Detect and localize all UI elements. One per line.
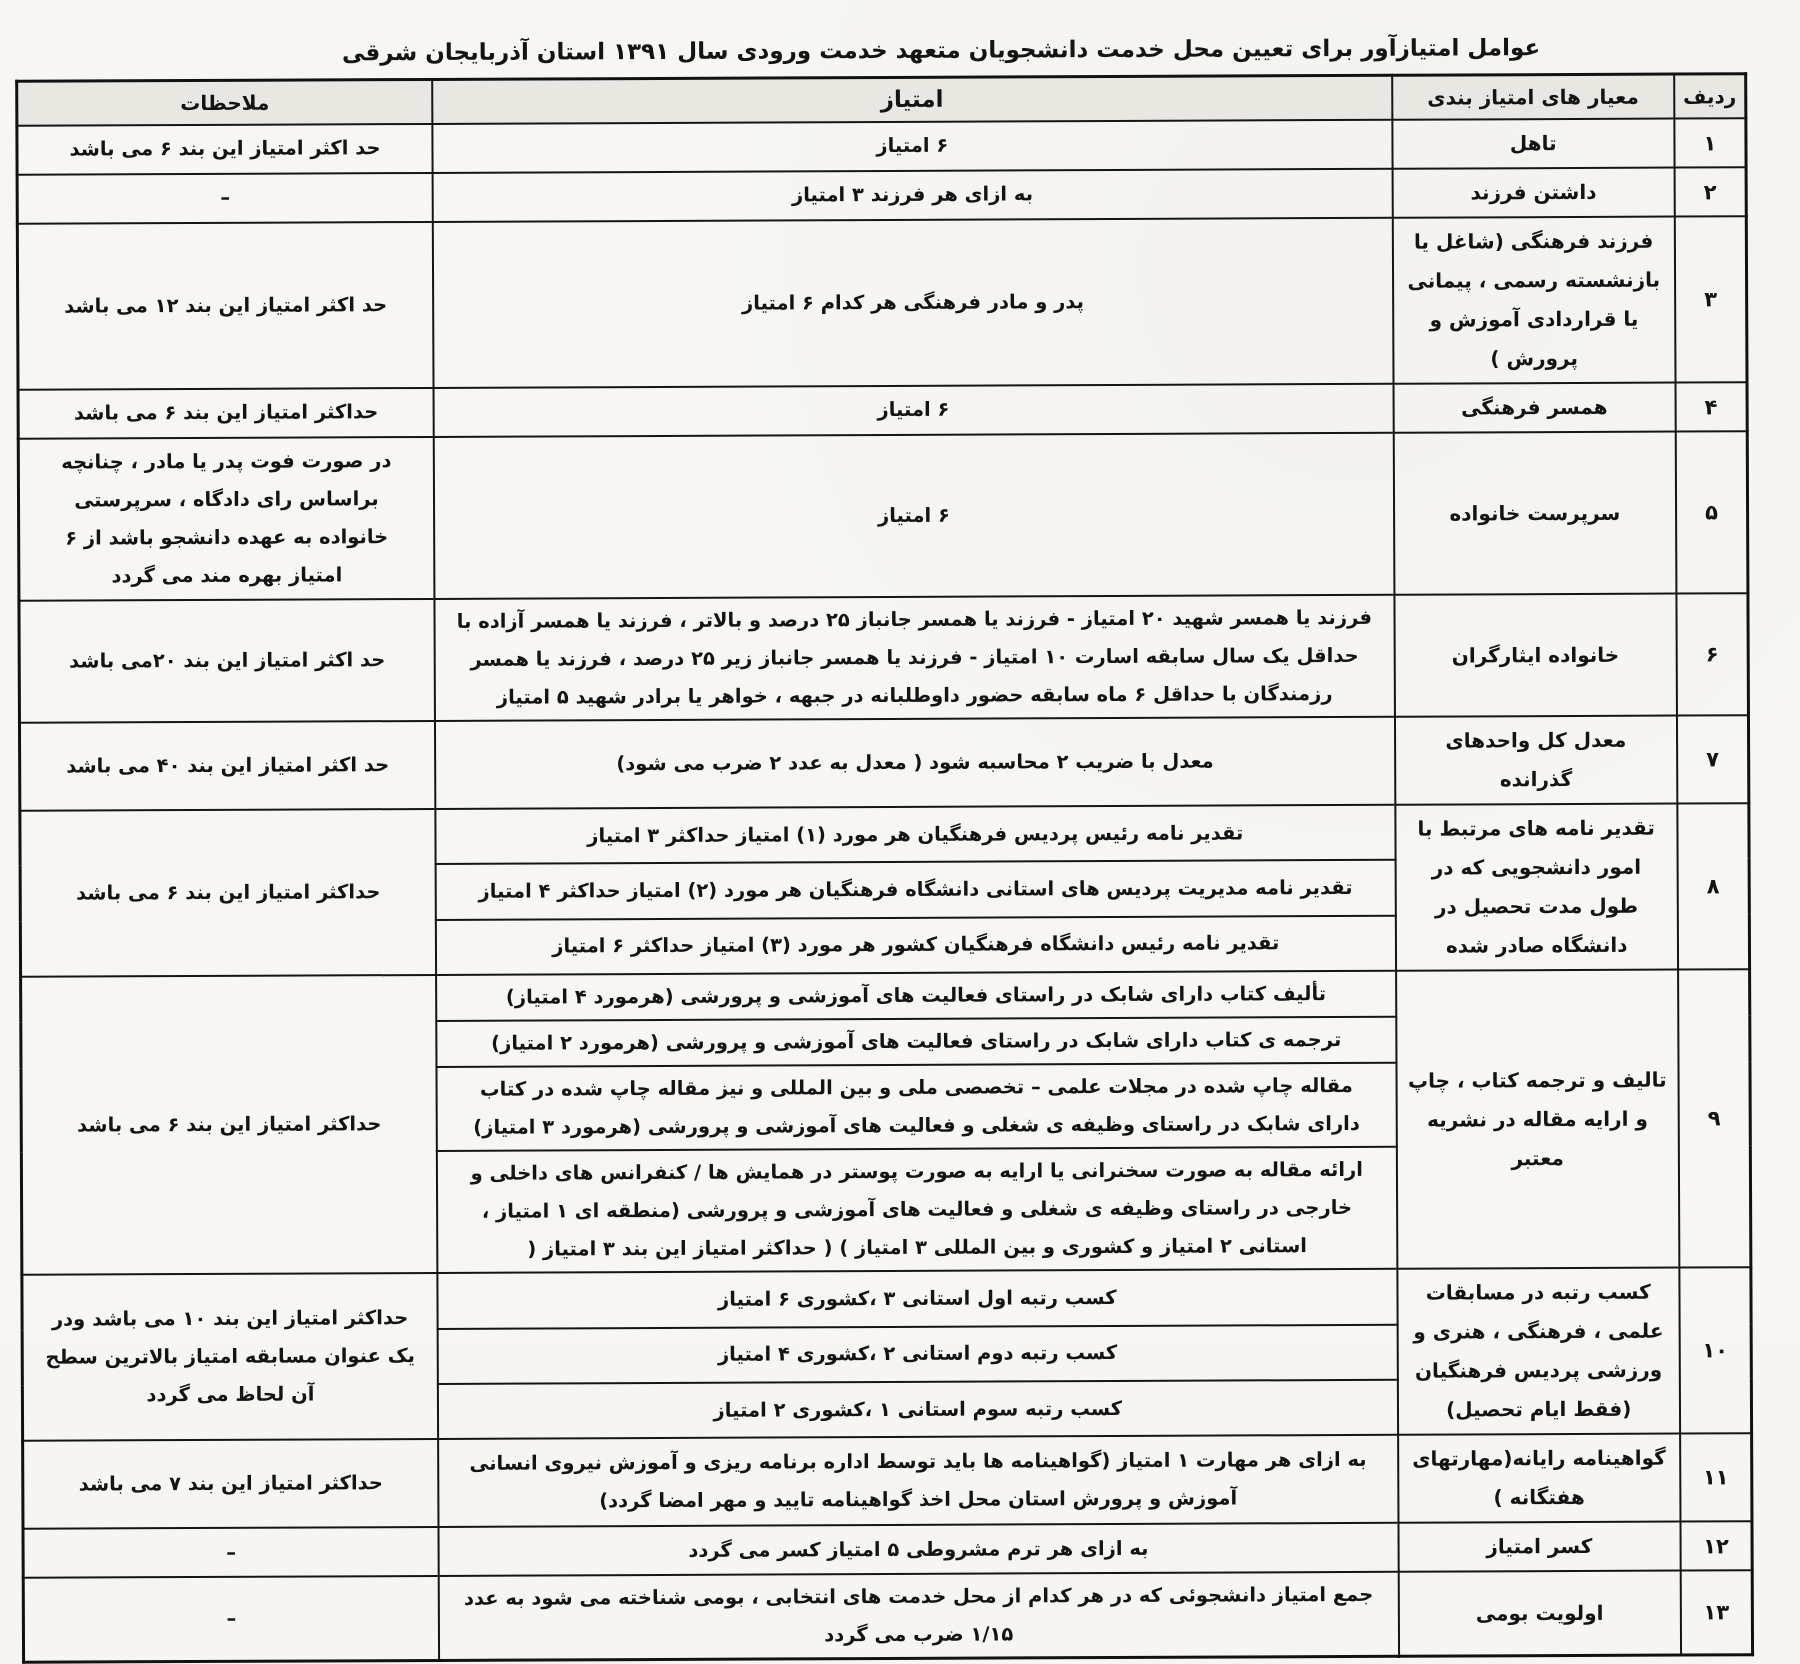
points-cell: مقاله چاپ شده در مجلات علمی – تخصصی ملی …	[436, 1062, 1397, 1152]
criteria-cell: خانواده ایثارگران	[1394, 593, 1677, 717]
row-number-cell: ۱۰	[1679, 1267, 1752, 1434]
points-cell: ارائه مقاله به صورت سخنرانی یا ارایه به …	[436, 1146, 1398, 1274]
points-cell: تقدیر نامه مدیریت پردیس های استانی دانشگ…	[435, 860, 1396, 920]
row-number-cell: ۱۱	[1679, 1433, 1752, 1522]
header-row-number: ردیف	[1674, 73, 1746, 119]
points-cell: جمع امتیاز دانشجوئی که در هر کدام از محل…	[438, 1571, 1399, 1661]
criteria-cell: اولویت بومی	[1398, 1570, 1681, 1657]
notes-cell: حد اکثر امتیاز این بند ۱۲ می باشد	[17, 221, 434, 390]
notes-cell: حد اکثر امتیاز این بند ۲۰می باشد	[18, 599, 435, 723]
points-cell: به ازای هر فرزند ۳ امتیاز	[432, 168, 1393, 222]
table-row: ۸ تقدیر نامه های مرتبط با امور دانشجویی ک…	[19, 803, 1750, 977]
row-number-cell: ۴	[1675, 382, 1748, 432]
points-cell: کسب رتبه اول استانی ۳ ،کشوری ۶ امتیاز	[437, 1268, 1398, 1329]
criteria-cell: کسر امتیاز	[1398, 1521, 1681, 1572]
row-number-cell: ۲	[1674, 167, 1747, 217]
table-row: ۱۳ اولویت بومی جمع امتیاز دانشجوئی که در ه…	[23, 1570, 1753, 1663]
criteria-cell: تقدیر نامه های مرتبط با امور دانشجویی که…	[1394, 803, 1678, 971]
points-cell: ترجمه ی کتاب دارای شابک در راستای فعالیت…	[436, 1016, 1397, 1068]
points-cell: ۶ امتیاز	[433, 383, 1394, 437]
points-cell: کسب رتبه سوم استانی ۱ ،کشوری ۲ امتیاز	[437, 1379, 1398, 1440]
header-points: امتیاز	[432, 75, 1392, 124]
points-cell: ۶ امتیاز	[433, 432, 1395, 600]
row-number-cell: ۱۲	[1680, 1521, 1753, 1571]
notes-cell: حد اکثر امتیاز این بند ۴۰ می باشد	[19, 721, 436, 811]
points-cell: پدر و مادر فرهنگی هر کدام ۶ امتیاز	[432, 217, 1394, 388]
document-title: عوامل امتیازآور برای تعیین محل خدمت دانش…	[341, 35, 1541, 67]
points-cell: تقدیر نامه رئیس دانشگاه فرهنگیان کشور هر…	[435, 915, 1396, 976]
notes-cell: حداکثر امتیاز این بند ۶ می باشد	[18, 387, 434, 439]
row-number-cell: ۱۳	[1680, 1570, 1753, 1656]
notes-cell: حداکثر امتیاز این بند ۶ می باشد	[20, 975, 438, 1275]
notes-cell: حداکثر امتیاز این بند ۶ می باشد	[19, 809, 437, 977]
points-cell: تألیف کتاب دارای شابک در راستای فعالیت ه…	[436, 970, 1396, 1022]
notes-cell: حد اکثر امتیاز این بند ۶ می باشد	[16, 123, 433, 175]
criteria-cell: فرزند فرهنگی (شاغل یا بازنشسته رسمی ، پی…	[1392, 216, 1676, 384]
criteria-cell: گواهینامه رایانه(مهارتهای هفتگانه )	[1397, 1433, 1681, 1523]
points-cell: فرزند یا همسر شهید ۲۰ امتیاز - فرزند یا …	[434, 594, 1395, 722]
notes-cell: –	[22, 1527, 439, 1578]
notes-cell: حداکثر امتیاز این بند ۱۰ می باشد ودر یک …	[21, 1273, 439, 1441]
row-number-cell: ۸	[1677, 803, 1750, 970]
table-row: ۴ همسر فرهنگی ۶ امتیاز حداکثر امتیاز این بن…	[18, 382, 1748, 439]
table-row: ۳ فرزند فرهنگی (شاغل یا بازنشسته رسمی ، پ…	[17, 216, 1748, 390]
table-row: ۷ معدل کل واحدهای گذرانده معدل با ضریب ۲ م…	[19, 715, 1749, 811]
header-notes: ملاحظات	[16, 79, 433, 126]
table-row: ۹ تالیف و ترجمه کتاب ، چاپ و ارایه مقاله …	[20, 969, 1751, 1275]
criteria-cell: تالیف و ترجمه کتاب ، چاپ و ارایه مقاله د…	[1395, 969, 1680, 1269]
row-number-cell: ۷	[1676, 715, 1749, 804]
score-table-body: ۱ تاهل ۶ امتیاز حد اکثر امتیاز این بند ۶ می…	[16, 118, 1753, 1663]
table-row: ۵ سرپرست خانواده ۶ امتیاز در صورت فوت پدر ی…	[18, 431, 1748, 601]
points-cell: به ازای هر مهارت ۱ امتیاز (گواهینامه ها …	[438, 1434, 1399, 1528]
table-row: ۶ خانواده ایثارگران فرزند یا همسر شهید ۲۰ …	[18, 593, 1749, 723]
notes-cell: –	[23, 1576, 440, 1663]
notes-cell: در صورت فوت پدر یا مادر ، چنانچه براساس …	[18, 436, 435, 601]
row-number-cell: ۶	[1676, 593, 1749, 716]
criteria-cell: معدل کل واحدهای گذرانده	[1394, 715, 1678, 805]
row-number-cell: ۱	[1674, 118, 1747, 168]
notes-cell: حداکثر امتیاز این بند ۷ می باشد	[22, 1439, 439, 1529]
table-header-row: ردیف معیار های امتیاز بندی امتیاز ملاحظا…	[16, 73, 1746, 126]
header-criteria: معیار های امتیاز بندی	[1391, 74, 1675, 120]
document-sheet: عوامل امتیازآور برای تعیین محل خدمت دانش…	[15, 34, 1755, 1664]
table-row: ۱۱ گواهینامه رایانه(مهارتهای هفتگانه ) به …	[22, 1433, 1752, 1529]
points-cell: کسب رتبه دوم استانی ۲ ،کشوری ۴ امتیاز	[437, 1324, 1398, 1384]
table-row: ۱ تاهل ۶ امتیاز حد اکثر امتیاز این بند ۶ می…	[16, 118, 1747, 175]
row-number-cell: ۵	[1675, 431, 1748, 594]
criteria-cell: سرپرست خانواده	[1393, 431, 1677, 595]
criteria-cell: داشتن فرزند	[1392, 167, 1675, 218]
criteria-cell: کسب رتبه در مسابقات علمی ، فرهنگی ، هنری…	[1397, 1267, 1680, 1435]
criteria-cell: تاهل	[1391, 118, 1675, 169]
row-number-cell: ۳	[1674, 216, 1748, 383]
table-row: ۱۰ کسب رتبه در مسابقات علمی ، فرهنگی ، هن…	[21, 1267, 1752, 1441]
points-cell: ۶ امتیاز	[432, 119, 1393, 173]
table-row: ۱۲ کسر امتیاز به ازای هر ترم مشروطی ۵ امتی…	[22, 1521, 1753, 1578]
score-table: ردیف معیار های امتیاز بندی امتیاز ملاحظا…	[15, 72, 1755, 1664]
table-row: ۲ داشتن فرزند به ازای هر فرزند ۳ امتیاز –	[17, 167, 1747, 224]
criteria-cell: همسر فرهنگی	[1393, 382, 1676, 433]
row-number-cell: ۹	[1677, 969, 1751, 1268]
points-cell: معدل با ضریب ۲ محاسبه شود ( معدل به عدد …	[434, 716, 1395, 810]
points-cell: به ازای هر ترم مشروطی ۵ امتیاز کسر می گر…	[438, 1522, 1399, 1577]
points-cell: تقدیر نامه رئیس پردیس فرهنگیان هر مورد (…	[435, 804, 1396, 865]
notes-cell: –	[17, 172, 433, 224]
